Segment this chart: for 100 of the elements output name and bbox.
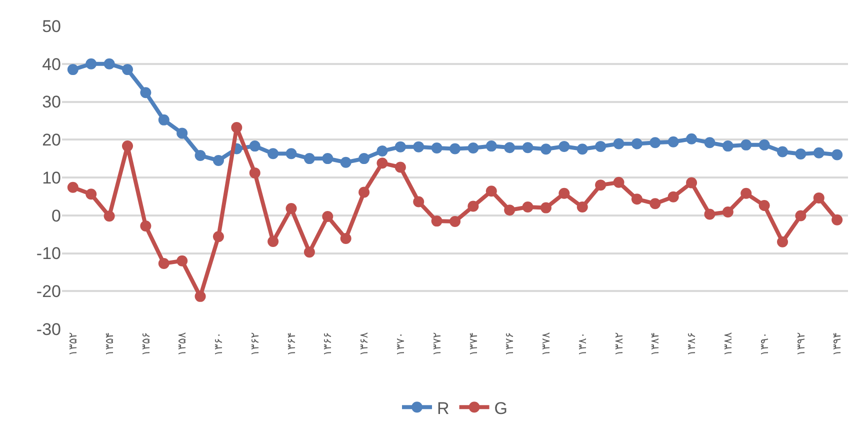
point <box>795 210 806 222</box>
point <box>104 210 115 222</box>
y-tick-label: -30 <box>36 320 61 339</box>
point <box>777 236 788 248</box>
point <box>304 153 315 164</box>
x-tick-label: ۱۳۸۸ <box>721 332 734 356</box>
x-tick-label: ۱۳۷۲ <box>430 332 444 356</box>
point <box>777 146 788 158</box>
point <box>340 156 352 168</box>
point <box>704 137 716 148</box>
point <box>86 188 97 200</box>
x-tick-label: ۱۳۶۰ <box>212 332 226 356</box>
point <box>176 255 188 266</box>
point <box>540 144 552 155</box>
point <box>522 202 534 213</box>
y-tick-label: 10 <box>42 168 61 188</box>
point <box>322 211 334 222</box>
point <box>249 167 260 178</box>
point <box>104 58 115 70</box>
point <box>613 176 624 188</box>
point <box>722 140 734 152</box>
y-tick-label: 0 <box>52 206 61 226</box>
point <box>122 64 133 76</box>
point <box>158 258 170 269</box>
point <box>194 150 206 162</box>
point <box>832 214 843 226</box>
x-tick-label: ۱۳۹۰ <box>758 332 771 356</box>
point <box>758 139 770 150</box>
point <box>576 202 588 213</box>
point <box>122 140 133 152</box>
point <box>413 141 424 152</box>
x-tick-label: ۱۳۵۸ <box>176 332 189 356</box>
y-tick-label: 50 <box>42 16 61 36</box>
point <box>358 186 370 198</box>
point <box>268 148 279 160</box>
point <box>631 194 642 205</box>
point <box>286 203 297 214</box>
x-tick-label: ۱۳۸۴ <box>648 332 662 356</box>
point <box>668 191 679 202</box>
point <box>832 149 843 160</box>
point <box>468 142 479 154</box>
point <box>67 64 78 76</box>
point <box>722 206 734 218</box>
point <box>431 216 442 227</box>
point <box>358 153 370 164</box>
y-tick-label: -10 <box>36 244 61 264</box>
point <box>522 142 534 154</box>
point <box>212 154 224 166</box>
point <box>686 133 698 144</box>
x-tick-label: ۱۳۷۴ <box>466 332 480 356</box>
point <box>595 140 606 152</box>
point <box>376 158 388 169</box>
point <box>176 128 188 139</box>
point <box>558 188 570 199</box>
point <box>450 143 460 154</box>
x-tick-label: ۱۳۷۰ <box>394 332 407 356</box>
x-tick-label: ۱۳۶۶ <box>321 332 334 356</box>
point <box>650 198 661 210</box>
x-tick-label: ۱۳۹۴ <box>830 332 844 356</box>
point <box>212 231 224 242</box>
x-tick-label: ۱۳۷۸ <box>540 332 553 356</box>
point <box>413 196 424 208</box>
point <box>668 136 679 148</box>
x-tick-label: ۱۳۵۶ <box>139 332 152 356</box>
legend-label: G <box>494 398 508 418</box>
y-tick-label: 20 <box>42 130 61 150</box>
x-tick-label: ۱۳۶۲ <box>248 332 262 356</box>
x-tick-label: ۱۳۶۴ <box>284 332 298 356</box>
point <box>576 144 588 155</box>
legend-label: R <box>437 398 450 418</box>
point <box>140 87 152 98</box>
point <box>67 182 78 193</box>
point <box>758 200 770 212</box>
point <box>468 200 479 212</box>
point <box>268 236 279 248</box>
point <box>322 153 334 164</box>
point <box>704 208 716 220</box>
point <box>650 137 661 148</box>
point <box>86 58 97 70</box>
point <box>394 162 406 173</box>
point <box>504 204 516 216</box>
x-tick-label: ۱۳۸۲ <box>612 332 626 356</box>
point <box>140 220 152 232</box>
point <box>450 216 460 227</box>
point <box>613 138 624 150</box>
point <box>158 114 170 126</box>
point <box>486 140 497 152</box>
y-tick-label: 40 <box>42 54 61 74</box>
point <box>558 140 570 152</box>
point <box>340 232 352 244</box>
point <box>376 145 388 156</box>
y-tick-label: 30 <box>42 92 61 112</box>
point <box>740 139 752 150</box>
point <box>286 148 297 160</box>
point <box>231 122 242 134</box>
point <box>813 147 824 158</box>
point <box>540 202 552 214</box>
point <box>486 186 497 197</box>
x-tick-label: ۱۳۷۶ <box>503 332 516 356</box>
x-tick-label: ۱۳۸۶ <box>685 332 698 356</box>
